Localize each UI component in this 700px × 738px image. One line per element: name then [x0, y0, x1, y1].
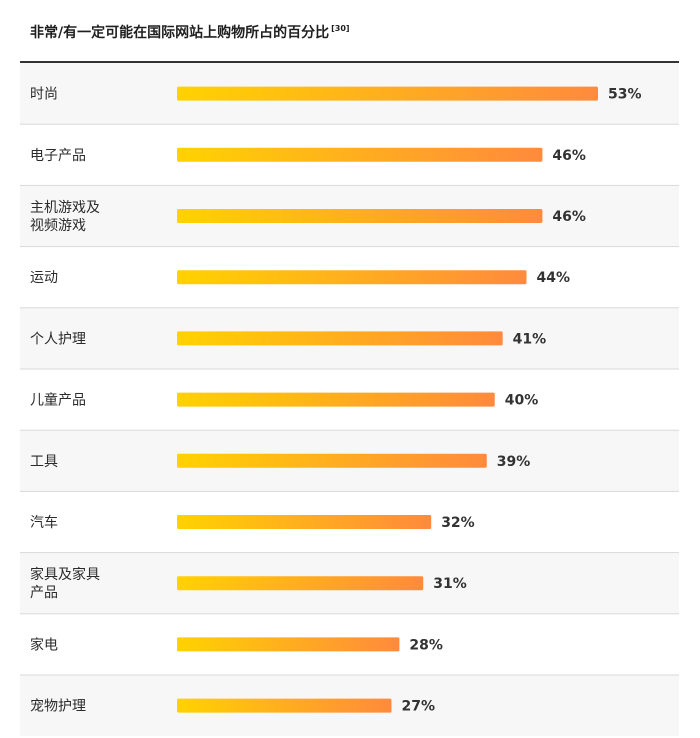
category-label: 儿童产品	[30, 392, 86, 409]
category-label: 家具及家具产品	[30, 566, 100, 601]
bar	[177, 270, 527, 285]
category-label: 主机游戏及视频游戏	[30, 200, 100, 234]
category-label: 运动	[30, 270, 58, 286]
category-label: 个人护理	[30, 331, 86, 347]
category-label: 家电	[30, 636, 58, 653]
value-label: 31%	[433, 576, 467, 592]
bar	[177, 86, 598, 101]
value-label: 40%	[505, 393, 539, 409]
chart-title: 非常/有一定可能在国际网站上购物所占的百分比	[30, 25, 330, 41]
title-reference: [30]	[331, 23, 350, 33]
value-label: 39%	[497, 454, 531, 470]
category-label: 工具	[30, 454, 58, 470]
value-label: 32%	[441, 515, 475, 531]
category-label: 汽车	[30, 514, 58, 531]
value-label: 46%	[552, 209, 586, 225]
bar	[177, 209, 543, 223]
row-divider	[20, 123, 679, 125]
chart-rows: 时尚 53% 电子产品 46% 主机游戏及视频游戏 46% 运动 44% 个人护理 41% 儿童产品…	[20, 63, 679, 737]
category-label: 宠物护理	[30, 699, 86, 715]
value-label: 44%	[537, 270, 571, 286]
bar	[177, 147, 543, 162]
bar	[177, 576, 424, 591]
row-divider	[20, 368, 679, 370]
bar	[177, 331, 503, 346]
bar	[177, 698, 392, 713]
bar	[177, 637, 400, 652]
category-label: 电子产品	[30, 148, 86, 164]
row-divider	[20, 307, 679, 309]
bar	[177, 515, 432, 529]
bar	[177, 392, 495, 407]
top-rule	[20, 61, 679, 63]
row-divider	[20, 613, 679, 615]
row-divider	[20, 429, 679, 431]
value-label: 41%	[513, 331, 547, 347]
value-label: 28%	[409, 637, 443, 653]
row-divider	[20, 674, 679, 676]
value-label: 53%	[608, 87, 642, 103]
row-divider	[20, 490, 679, 492]
row-divider	[20, 246, 679, 248]
bar	[177, 453, 487, 468]
chart-title-area: 非常/有一定可能在国际网站上购物所占的百分比 [30]	[30, 22, 350, 42]
category-label: 时尚	[30, 87, 58, 103]
value-label: 46%	[552, 148, 586, 164]
row-divider	[20, 184, 679, 186]
row-divider	[20, 552, 679, 554]
value-label: 27%	[401, 699, 435, 715]
